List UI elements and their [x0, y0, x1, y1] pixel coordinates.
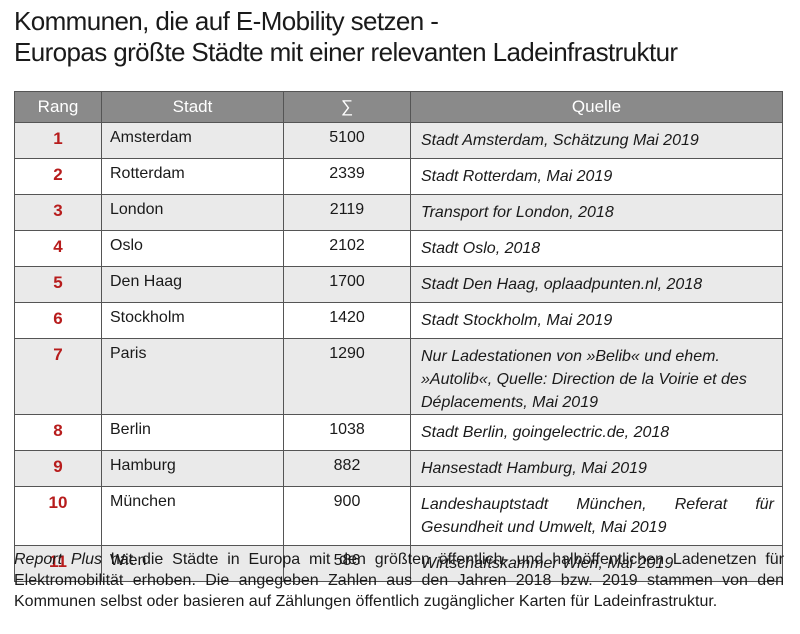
city-cell: Rotterdam [101, 158, 284, 195]
table-row: 9 Hamburg 882 Hansestadt Hamburg, Mai 20… [14, 450, 783, 487]
header-city: Stadt [101, 91, 284, 123]
header-source: Quelle [410, 91, 783, 123]
title-line-2: Europas größte Städte mit einer relevant… [14, 37, 678, 67]
city-cell: Paris [101, 338, 284, 415]
source-cell: Stadt Rotterdam, Mai 2019 [410, 158, 783, 195]
rank-cell: 2 [14, 158, 102, 195]
footnote-text: hat die Städte in Europa mit den größten… [14, 551, 784, 610]
sum-cell: 1420 [283, 302, 411, 339]
rank-cell: 8 [14, 414, 102, 451]
city-cell: Amsterdam [101, 122, 284, 159]
table-row: 4 Oslo 2102 Stadt Oslo, 2018 [14, 230, 783, 267]
city-cell: Stockholm [101, 302, 284, 339]
rank-cell: 11 [14, 545, 102, 582]
footnote: Report Plus hat die Städte in Europa mit… [14, 549, 784, 612]
city-cell: Hamburg [101, 450, 284, 487]
footnote-publisher: Report Plus [14, 551, 102, 568]
table-row: 1 Amsterdam 5100 Stadt Amsterdam, Schätz… [14, 122, 783, 159]
city-cell: London [101, 194, 284, 231]
sum-cell: 1038 [283, 414, 411, 451]
rank-cell: 10 [14, 486, 102, 546]
rank-cell: 9 [14, 450, 102, 487]
sum-cell: 900 [283, 486, 411, 546]
city-cell: Berlin [101, 414, 284, 451]
table-row: 3 London 2119 Transport for London, 2018 [14, 194, 783, 231]
source-cell: Hansestadt Hamburg, Mai 2019 [410, 450, 783, 487]
table-row: 8 Berlin 1038 Stadt Berlin, goingelectri… [14, 414, 783, 451]
title-line-1: Kommunen, die auf E-Mobility setzen - [14, 6, 439, 36]
source-cell: Stadt Stockholm, Mai 2019 [410, 302, 783, 339]
sum-cell: 586 [283, 545, 411, 582]
city-ranking-table: Rang Stadt ∑ Quelle 1 Amsterdam 5100 Sta… [14, 91, 783, 582]
page-title: Kommunen, die auf E-Mobility setzen - Eu… [14, 6, 794, 68]
city-cell: Oslo [101, 230, 284, 267]
source-cell: Wirtschaftskammer Wien, Mai 2019 [410, 545, 783, 582]
table-row: 7 Paris 1290 Nur Ladestationen von »Beli… [14, 338, 783, 415]
table-row: 11 Wien 586 Wirtschaftskammer Wien, Mai … [14, 545, 783, 582]
city-cell: Den Haag [101, 266, 284, 303]
sum-cell: 2102 [283, 230, 411, 267]
rank-cell: 6 [14, 302, 102, 339]
source-cell: Stadt Oslo, 2018 [410, 230, 783, 267]
source-cell: Nur Ladestationen von »Belib« und ehem. … [410, 338, 783, 415]
source-cell: Transport for London, 2018 [410, 194, 783, 231]
sum-cell: 882 [283, 450, 411, 487]
sum-cell: 5100 [283, 122, 411, 159]
table-row: 6 Stockholm 1420 Stadt Stockholm, Mai 20… [14, 302, 783, 339]
rank-cell: 4 [14, 230, 102, 267]
source-cell: Stadt Den Haag, oplaadpunten.nl, 2018 [410, 266, 783, 303]
table-row: 5 Den Haag 1700 Stadt Den Haag, oplaadpu… [14, 266, 783, 303]
rank-cell: 3 [14, 194, 102, 231]
city-cell: München [101, 486, 284, 546]
source-cell: Landeshauptstadt München, Referat für Ge… [410, 486, 783, 546]
source-cell: Stadt Berlin, goingelectric.de, 2018 [410, 414, 783, 451]
rank-cell: 7 [14, 338, 102, 415]
header-rank: Rang [14, 91, 102, 123]
header-sum: ∑ [283, 91, 411, 123]
table-header-row: Rang Stadt ∑ Quelle [14, 91, 783, 123]
sum-cell: 1700 [283, 266, 411, 303]
source-cell: Stadt Amsterdam, Schätzung Mai 2019 [410, 122, 783, 159]
rank-cell: 5 [14, 266, 102, 303]
table-row: 2 Rotterdam 2339 Stadt Rotterdam, Mai 20… [14, 158, 783, 195]
sum-cell: 1290 [283, 338, 411, 415]
table-row: 10 München 900 Landeshauptstadt München,… [14, 486, 783, 546]
sum-cell: 2339 [283, 158, 411, 195]
sum-cell: 2119 [283, 194, 411, 231]
rank-cell: 1 [14, 122, 102, 159]
